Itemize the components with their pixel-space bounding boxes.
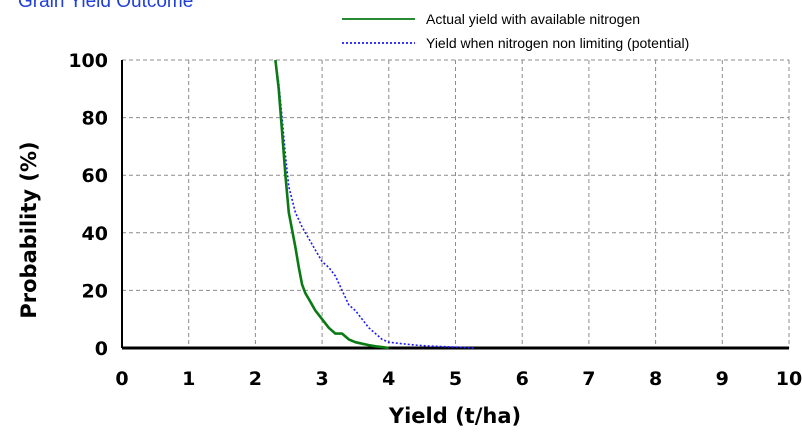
x-tick-label: 1 xyxy=(182,368,195,390)
x-tick-label: 6 xyxy=(516,368,529,390)
x-axis-title: Yield (t/ha) xyxy=(388,404,521,428)
y-tick-label: 60 xyxy=(82,165,108,187)
x-tick-label: 7 xyxy=(582,368,595,390)
legend-label: Actual yield with available nitrogen xyxy=(426,11,640,27)
legend-label: Yield when nitrogen non limiting (potent… xyxy=(426,35,689,51)
y-tick-label: 100 xyxy=(68,50,108,72)
legend: Actual yield with available nitrogen Yiel… xyxy=(342,11,689,51)
y-tick-label: 20 xyxy=(82,280,108,302)
x-tick-label: 2 xyxy=(249,368,262,390)
chart-title: Grain Yield Outcome xyxy=(18,0,194,12)
x-tick-label: 8 xyxy=(649,368,662,390)
x-tick-label: 3 xyxy=(315,368,328,390)
x-tick-label: 0 xyxy=(115,368,128,390)
x-tick-label: 9 xyxy=(716,368,729,390)
y-axis-title: Probability (%) xyxy=(17,141,41,318)
axes xyxy=(121,60,789,350)
y-tick-label: 80 xyxy=(82,108,108,130)
series-group xyxy=(274,59,476,350)
x-tick-label: 4 xyxy=(382,368,395,390)
y-tick-label: 0 xyxy=(95,338,108,360)
x-tick-label: 10 xyxy=(776,368,802,390)
y-tick-label: 40 xyxy=(82,223,108,245)
x-tick-label: 5 xyxy=(449,368,462,390)
actual-yield-line xyxy=(274,59,389,350)
potential-yield-line xyxy=(274,59,476,349)
grid xyxy=(122,59,790,348)
